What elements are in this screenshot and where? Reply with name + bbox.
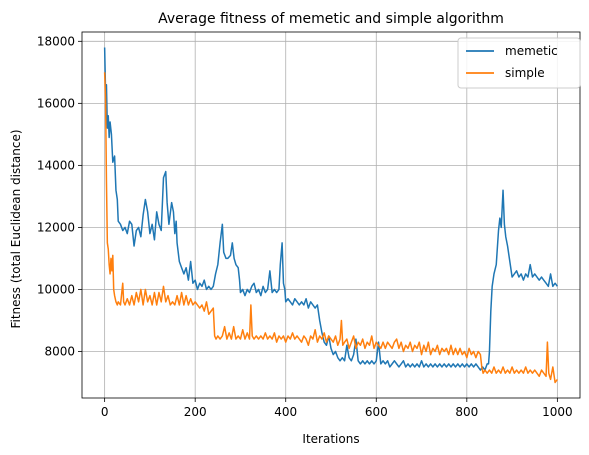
x-axis-label: Iterations: [302, 432, 359, 446]
x-tick-label: 0: [101, 405, 109, 419]
legend: memetic simple: [457, 37, 581, 89]
x-tick-label: 1000: [542, 405, 573, 419]
legend-label-memetic: memetic: [505, 44, 558, 58]
x-tick-label: 400: [274, 405, 297, 419]
y-tick-label: 10000: [37, 282, 75, 296]
y-tick-label: 8000: [44, 344, 75, 358]
plot-frame: [81, 31, 581, 399]
y-axis-label: Fitness (total Euclidean distance): [9, 129, 23, 328]
x-tick-label: 600: [365, 405, 388, 419]
grid: [82, 32, 580, 398]
y-tick-label: 18000: [37, 34, 75, 48]
series-line-simple: [103, 72, 558, 384]
y-tick-label: 12000: [37, 220, 75, 234]
x-axis-ticks: 0 200 400 600 800 1000: [101, 398, 573, 419]
chart-title: Average fitness of memetic and simple al…: [158, 11, 504, 27]
y-axis-ticks: 8000 10000 12000 14000 16000 18000: [37, 34, 82, 358]
x-tick-label: 200: [184, 405, 207, 419]
series-lines: [103, 47, 558, 384]
y-tick-label: 16000: [37, 96, 75, 110]
y-tick-label: 14000: [37, 158, 75, 172]
legend-label-simple: simple: [505, 66, 545, 80]
x-tick-label: 800: [455, 405, 478, 419]
